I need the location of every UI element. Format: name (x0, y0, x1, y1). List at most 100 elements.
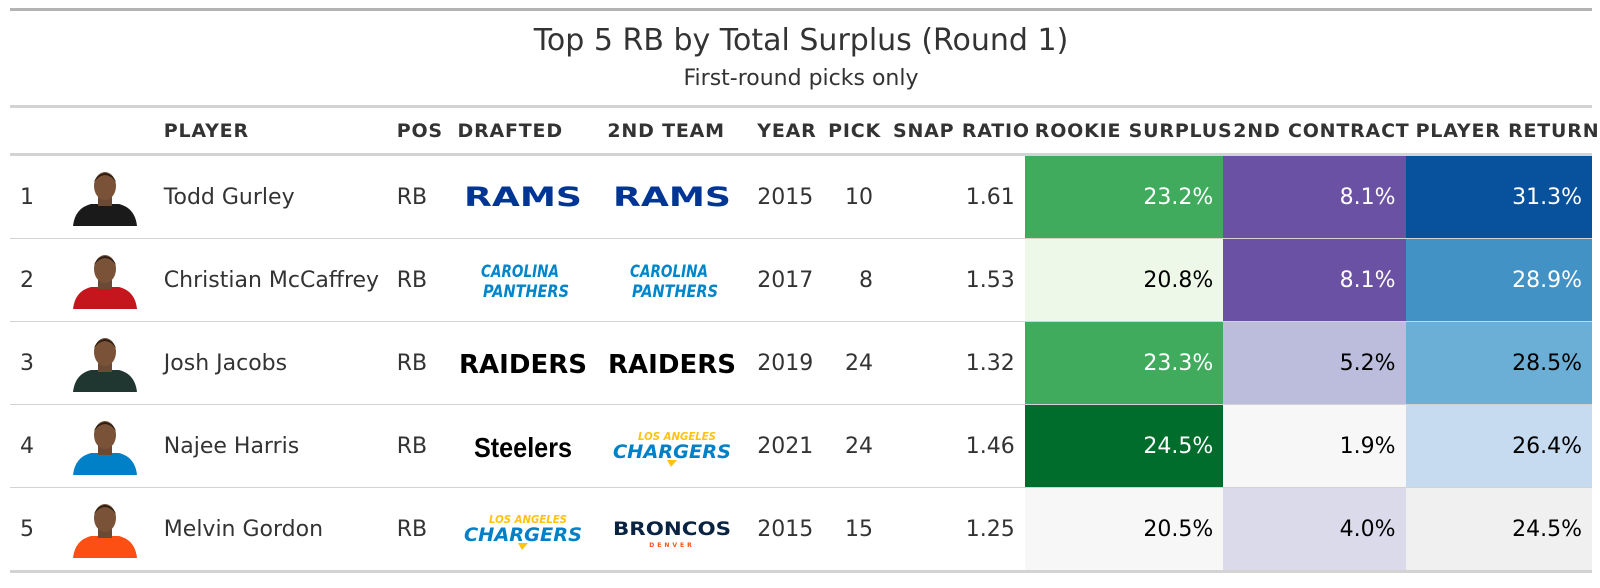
player-return-cell: 28.9% (1405, 238, 1592, 322)
pick-cell: 24 (818, 321, 883, 405)
player-headshot (73, 504, 138, 558)
drafted-team-cell: Steelers (447, 404, 598, 488)
rank-cell: 5 (10, 487, 57, 573)
second-contract-cell: 4.0% (1223, 487, 1406, 573)
drafted-team-cell: RAIDERS (447, 321, 598, 405)
rank-cell: 2 (10, 238, 57, 322)
table-row: 1 Todd Gurley RB RAMS RAMS 2015 10 1.61 23.2% 8.1… (10, 154, 1592, 239)
rookie-surplus-cell: 23.3% (1024, 321, 1224, 405)
position-cell: RB (386, 154, 448, 239)
pick-cell: 15 (818, 487, 883, 573)
svg-text:BRONCOS: BRONCOS (613, 518, 731, 540)
player-headshot (73, 172, 138, 226)
header-row: PLAYER POS DRAFTED 2ND TEAM YEAR PICK SN… (10, 105, 1599, 156)
player-name-cell: Todd Gurley (153, 154, 387, 239)
svg-text:RAIDERS: RAIDERS (459, 350, 587, 380)
header-rookie-surplus: ROOKIE SURPLUS (1024, 105, 1232, 156)
year-cell: 2017 (747, 238, 819, 322)
svg-text:PANTHERS: PANTHERS (483, 282, 569, 302)
header-snap-ratio: SNAP RATIO (882, 105, 1029, 156)
headshot-cell (56, 238, 154, 322)
snap-ratio-cell: 1.53 (882, 238, 1025, 322)
snap-ratio-cell: 1.61 (882, 154, 1025, 239)
second-team-cell: RAMS (597, 154, 748, 239)
svg-text:RAMS: RAMS (464, 182, 582, 213)
drafted-team-cell: RAMS (447, 154, 598, 239)
svg-text:CAROLINA: CAROLINA (630, 262, 708, 282)
pick-cell: 8 (818, 238, 883, 322)
headshot-cell (56, 154, 154, 239)
snap-ratio-cell: 1.25 (882, 487, 1025, 573)
rams-logo: RAMS (464, 182, 582, 213)
svg-text:CHARGERS: CHARGERS (613, 441, 731, 463)
table-row: 4 Najee Harris RB Steelers LOS ANGELES CHARGE… (10, 404, 1592, 488)
second-team-cell: CAROLINA PANTHERS (597, 238, 748, 322)
rookie-surplus-cell: 20.8% (1024, 238, 1224, 322)
player-headshot (73, 338, 138, 392)
second-contract-cell: 8.1% (1223, 154, 1406, 239)
svg-text:LOS ANGELES: LOS ANGELES (489, 513, 567, 526)
second-team-cell: LOS ANGELES CHARGERS (597, 404, 748, 488)
svg-text:PANTHERS: PANTHERS (632, 282, 718, 302)
rank-cell: 1 (10, 154, 57, 239)
table-container: Top 5 RB by Total Surplus (Round 1) Firs… (10, 8, 1599, 573)
drafted-team-cell: LOS ANGELES CHARGERS (447, 487, 598, 573)
drafted-team-cell: CAROLINA PANTHERS (447, 238, 598, 322)
header-pos: POS (386, 105, 448, 156)
surplus-table: PLAYER POS DRAFTED 2ND TEAM YEAR PICK SN… (10, 105, 1599, 573)
snap-ratio-cell: 1.46 (882, 404, 1025, 488)
player-name-cell: Najee Harris (153, 404, 387, 488)
position-cell: RB (386, 321, 448, 405)
rank-cell: 4 (10, 404, 57, 488)
position-cell: RB (386, 404, 448, 488)
second-contract-cell: 8.1% (1223, 238, 1406, 322)
second-contract-cell: 1.9% (1223, 404, 1406, 488)
player-return-cell: 31.3% (1405, 154, 1592, 239)
svg-text:DENVER: DENVER (650, 542, 695, 549)
header-headshot (56, 105, 154, 156)
headshot-cell (56, 321, 154, 405)
rookie-surplus-cell: 23.2% (1024, 154, 1224, 239)
table-row: 2 Christian McCaffrey RB CAROLINA PANTHERS CA… (10, 238, 1592, 322)
svg-text:Steelers: Steelers (474, 432, 572, 463)
position-cell: RB (386, 487, 448, 573)
rank-cell: 3 (10, 321, 57, 405)
svg-text:CAROLINA: CAROLINA (481, 262, 559, 282)
table-row: 3 Josh Jacobs RB RAIDERS RAIDERS 2019 24 1.32 23… (10, 321, 1592, 405)
rookie-surplus-cell: 24.5% (1024, 404, 1224, 488)
table-body: 1 Todd Gurley RB RAMS RAMS 2015 10 1.61 23.2% 8.1… (10, 154, 1592, 573)
player-name-cell: Josh Jacobs (153, 321, 387, 405)
table-title: Top 5 RB by Total Surplus (Round 1) (533, 23, 1069, 58)
rams-logo: RAMS (613, 182, 731, 213)
player-return-cell: 28.5% (1405, 321, 1592, 405)
steelers-logo: Steelers (474, 432, 572, 463)
svg-text:RAIDERS: RAIDERS (608, 350, 736, 380)
table-subtitle: First-round picks only (683, 66, 919, 91)
rookie-surplus-cell: 20.5% (1024, 487, 1224, 573)
player-name-cell: Christian McCaffrey (153, 238, 387, 322)
svg-text:RAMS: RAMS (613, 182, 731, 213)
second-contract-cell: 5.2% (1223, 321, 1406, 405)
year-cell: 2015 (747, 487, 819, 573)
player-name-cell: Melvin Gordon (153, 487, 387, 573)
header-year: YEAR (747, 105, 819, 156)
second-team-cell: BRONCOS DENVER (597, 487, 748, 573)
svg-text:CHARGERS: CHARGERS (464, 524, 582, 546)
player-return-cell: 26.4% (1405, 404, 1592, 488)
pick-cell: 10 (818, 154, 883, 239)
snap-ratio-cell: 1.32 (882, 321, 1025, 405)
headshot-cell (56, 404, 154, 488)
year-cell: 2015 (747, 154, 819, 239)
year-cell: 2019 (747, 321, 819, 405)
svg-text:LOS ANGELES: LOS ANGELES (638, 430, 716, 443)
header-player: PLAYER (153, 105, 387, 156)
player-headshot (73, 421, 138, 475)
broncos-logo: BRONCOS DENVER (613, 518, 731, 549)
table-row: 5 Melvin Gordon RB LOS ANGELES CHARGERS BRONC… (10, 487, 1592, 573)
position-cell: RB (386, 238, 448, 322)
raiders-logo: RAIDERS (459, 350, 587, 380)
